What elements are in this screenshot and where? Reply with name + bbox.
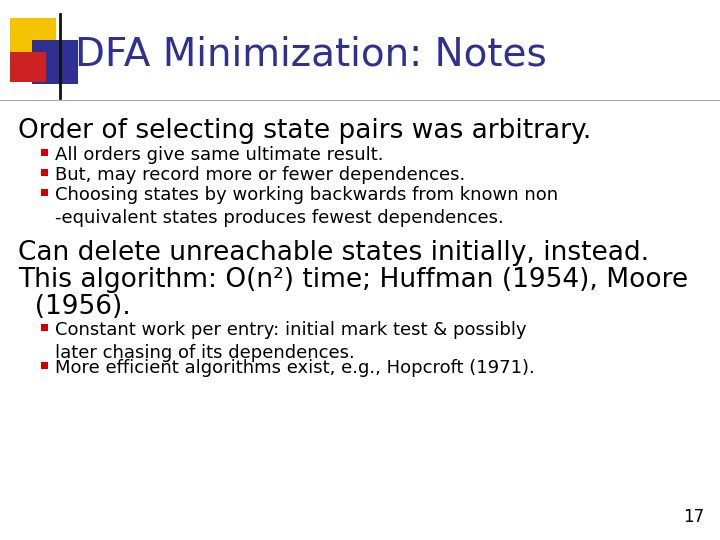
- Text: 17: 17: [683, 508, 704, 526]
- Text: (1956).: (1956).: [18, 294, 131, 320]
- Bar: [41, 189, 48, 196]
- Bar: [10, 18, 56, 62]
- Bar: [41, 169, 48, 176]
- Text: Choosing states by working backwards from known non
-equivalent states produces : Choosing states by working backwards fro…: [55, 186, 558, 227]
- Bar: [32, 40, 78, 84]
- Text: This algorithm: O(n²) time; Huffman (1954), Moore: This algorithm: O(n²) time; Huffman (195…: [18, 267, 688, 293]
- Bar: [10, 52, 46, 82]
- Text: But, may record more or fewer dependences.: But, may record more or fewer dependence…: [55, 166, 465, 184]
- Text: Order of selecting state pairs was arbitrary.: Order of selecting state pairs was arbit…: [18, 118, 591, 144]
- Text: Can delete unreachable states initially, instead.: Can delete unreachable states initially,…: [18, 240, 649, 266]
- Text: More efficient algorithms exist, e.g., Hopcroft (1971).: More efficient algorithms exist, e.g., H…: [55, 359, 535, 377]
- Text: All orders give same ultimate result.: All orders give same ultimate result.: [55, 146, 384, 164]
- Bar: [41, 324, 48, 331]
- Text: DFA Minimization: Notes: DFA Minimization: Notes: [75, 36, 546, 74]
- Bar: [41, 362, 48, 369]
- Bar: [41, 149, 48, 156]
- Text: Constant work per entry: initial mark test & possibly
later chasing of its depen: Constant work per entry: initial mark te…: [55, 321, 526, 362]
